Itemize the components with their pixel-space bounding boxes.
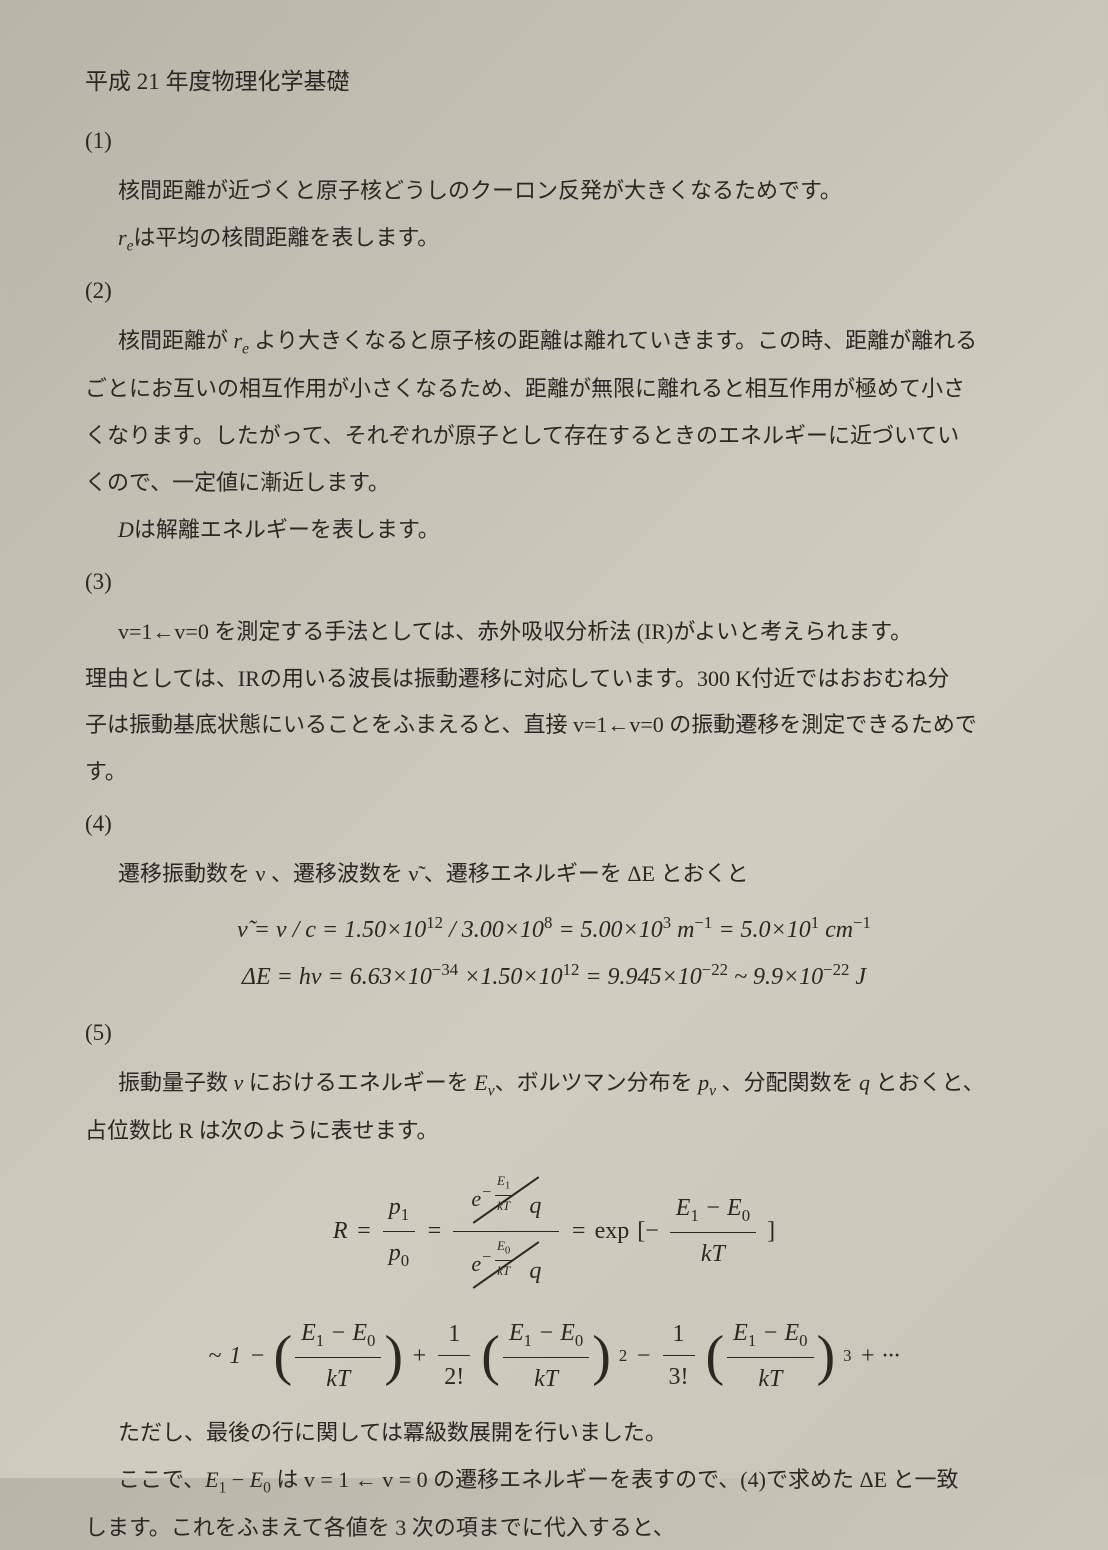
- coef3: 1 3!: [663, 1315, 695, 1397]
- s3-p1: v=1←v=0 を測定する手法としては、赤外吸収分析法 (IR)がよいと考えられ…: [85, 611, 1023, 654]
- s5-eq-row2: ~ 1 − ( E1 − E0 kT ) + 1 2! ( E1 − E0 kT: [208, 1314, 900, 1398]
- s5-s1: 1: [219, 1479, 227, 1496]
- s2-p3: くなります。したがって、それぞれが原子として存在するときのエネルギーに近づいてい: [85, 415, 1023, 458]
- s5-p1e: とおくと、: [870, 1070, 985, 1095]
- s3-p2: 理由としては、IRの用いる波長は振動遷移に対応しています。300 K付近ではおお…: [85, 658, 1023, 701]
- s2-re-var: r: [234, 328, 243, 353]
- term2: ( E1 − E0 kT ): [481, 1314, 611, 1398]
- s5-main-equation: R = p1 p0 = e−E1kT q e−E0kT: [85, 1167, 1023, 1398]
- s5-eq-row1: R = p1 p0 = e−E1kT q e−E0kT: [333, 1167, 775, 1296]
- s1-p2: reは平均の核間距離を表します。: [85, 217, 1023, 261]
- page-title: 平成 21 年度物理化学基礎: [85, 60, 1023, 105]
- kT-3: kT: [503, 1358, 589, 1398]
- term3: ( E1 − E0 kT ): [706, 1314, 836, 1398]
- coef2: 1 2!: [438, 1315, 470, 1397]
- section-1-num: (1): [85, 119, 1023, 164]
- s5-q: q: [859, 1070, 870, 1095]
- s2-p4: くので、一定値に漸近します。: [85, 462, 1023, 505]
- s5-s0: 0: [263, 1479, 271, 1496]
- p0-num: p: [389, 1240, 401, 1266]
- plus-1: +: [411, 1337, 427, 1375]
- dots: + ···: [860, 1337, 900, 1375]
- s5-v: v: [234, 1070, 244, 1095]
- s3-p3: 子は振動基底状態にいることをふまえると、直接 v=1←v=0 の振動遷移を測定で…: [85, 704, 1023, 747]
- fact2: 2!: [438, 1356, 470, 1396]
- eq-equals-1: =: [356, 1212, 372, 1250]
- s2-re-sub: e: [242, 340, 249, 357]
- kT-1: kT: [670, 1233, 756, 1273]
- exp-label: exp: [595, 1212, 630, 1250]
- one: 1: [229, 1337, 241, 1375]
- s5-p4: ここで、E1 − E0 は v = 1 ← v = 0 の遷移エネルギーを表すの…: [85, 1459, 1023, 1503]
- s4-eq2: ΔE = hν = 6.63×10−34 ×1.50×1012 = 9.945×…: [85, 957, 1023, 996]
- s5-p1b: におけるエネルギーを: [243, 1070, 474, 1095]
- s2-p1: 核間距離が re より大きくなると原子核の距離は離れていきます。この時、距離が離…: [85, 320, 1023, 364]
- s5-p1a: 振動量子数: [118, 1070, 234, 1095]
- document-page: 平成 21 年度物理化学基礎 (1) 核間距離が近づくと原子核どうしのクーロン反…: [85, 60, 1023, 1550]
- section-3-num: (3): [85, 560, 1023, 605]
- s5-ev: E: [474, 1070, 487, 1095]
- s2-p5-text: は解離エネルギーを表します。: [134, 517, 440, 542]
- s4-eq1: ν̃ = ν / c = 1.50×1012 / 3.00×108 = 5.00…: [85, 910, 1023, 949]
- p1-num: p: [389, 1194, 401, 1220]
- s2-p5: Dは解離エネルギーを表します。: [85, 509, 1023, 552]
- s5-pv-sub: v: [709, 1082, 716, 1099]
- frac-p1p0: p1 p0: [383, 1188, 415, 1274]
- pow2: 2: [619, 1343, 627, 1370]
- pow3: 3: [843, 1343, 851, 1370]
- s2-p2: ごとにお互いの相互作用が小さくなるため、距離が無限に離れると相互作用が極めて小さ: [85, 368, 1023, 411]
- kT-4: kT: [727, 1358, 813, 1398]
- eq-equals-3: =: [570, 1212, 586, 1250]
- s1-p1: 核間距離が近づくと原子核どうしのクーロン反発が大きくなるためです。: [85, 170, 1023, 213]
- p0-sub: 0: [401, 1251, 409, 1270]
- s4-equations: ν̃ = ν / c = 1.50×1012 / 3.00×108 = 5.00…: [85, 910, 1023, 997]
- s1-p2-text: は平均の核間距離を表します。: [133, 225, 439, 250]
- s5-ev-sub: v: [488, 1082, 495, 1099]
- s5-p4b: は v = 1 ← v = 0 の遷移エネルギーを表すので、(4)で求めた ΔE…: [271, 1467, 959, 1492]
- s5-p5: します。これをふまえて各値を 3 次の項までに代入すると、: [85, 1507, 1023, 1550]
- p1-sub: 1: [401, 1205, 409, 1224]
- frac-exp-arg: E1 − E0 kT: [670, 1189, 756, 1273]
- s3-p4: す。: [85, 751, 1023, 794]
- s5-minus: −: [226, 1467, 249, 1492]
- s5-p3: ただし、最後の行に関しては冪級数展開を行いました。: [85, 1412, 1023, 1455]
- s2-p1b: より大きくなると原子核の距離は離れていきます。この時、距離が離れる: [249, 328, 977, 353]
- s5-pv: p: [698, 1070, 709, 1095]
- kT-2: kT: [295, 1358, 381, 1398]
- s5-p2: 占位数比 R は次のように表せます。: [85, 1110, 1023, 1153]
- s5-p1: 振動量子数 v におけるエネルギーを Ev、ボルツマン分布を pv 、分配関数を…: [85, 1062, 1023, 1106]
- approx: ~: [208, 1337, 221, 1375]
- fact3: 3!: [663, 1356, 695, 1396]
- section-5-num: (5): [85, 1011, 1023, 1056]
- s2-d-var: D: [118, 517, 134, 542]
- s5-e1: E: [205, 1467, 218, 1492]
- section-4-num: (4): [85, 802, 1023, 847]
- s2-p1a: 核間距離が: [118, 328, 234, 353]
- frac-diag-ratio: e−E1kT q e−E0kT q: [453, 1167, 559, 1296]
- s1-re-var: r: [118, 225, 127, 250]
- q-top: q: [529, 1187, 541, 1225]
- s5-e0: E: [250, 1467, 263, 1492]
- s5-p4a: ここで、: [118, 1467, 205, 1492]
- eq-equals-2: =: [426, 1212, 442, 1250]
- q-bot: q: [529, 1252, 541, 1290]
- s5-p1c: 、ボルツマン分布を: [495, 1070, 699, 1095]
- section-2-num: (2): [85, 269, 1023, 314]
- eq-R: R: [333, 1212, 348, 1250]
- s4-p1: 遷移振動数を ν 、遷移波数を ν̃ 、遷移エネルギーを ΔE とおくと: [85, 853, 1023, 896]
- s5-p1d: 、分配関数を: [716, 1070, 859, 1095]
- term1: ( E1 − E0 kT ): [273, 1314, 403, 1398]
